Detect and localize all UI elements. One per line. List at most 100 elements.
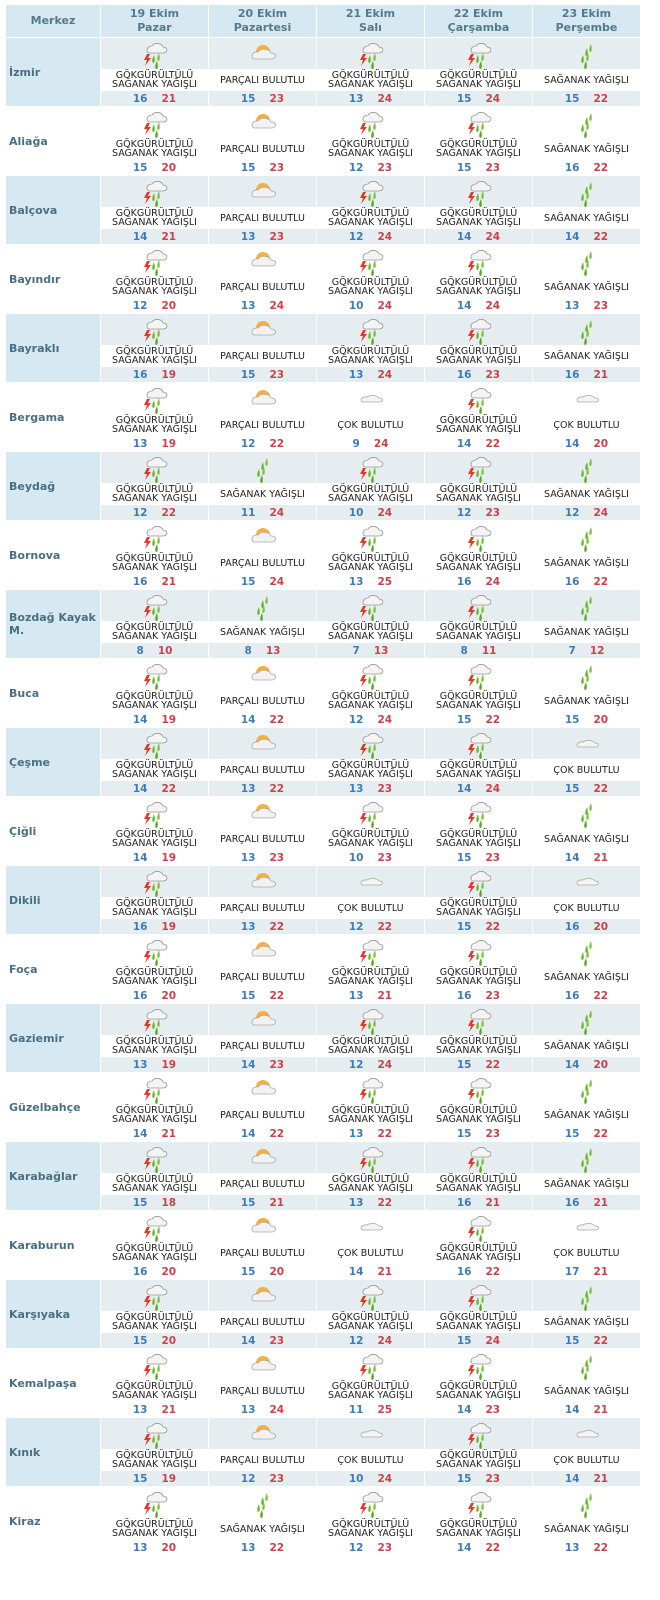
- temp-low: 15: [132, 161, 148, 174]
- partly-cloudy-icon: [251, 320, 276, 335]
- forecast-cell: SAĞANAK YAĞIŞLI 8 13: [209, 590, 316, 658]
- partly-cloudy-icon: [251, 734, 276, 749]
- forecast-cell: SAĞANAK YAĞIŞLI 7 12: [533, 590, 640, 658]
- temp-low: 16: [132, 92, 148, 105]
- forecast-cell: GÖKGÜRÜLTÜLÜ SAĞANAK YAĞIŞLI 7 13: [317, 590, 424, 658]
- table-row: Balçova GÖKGÜRÜLTÜLÜ SAĞANAK YAĞIŞLI 14 2…: [6, 176, 640, 244]
- temp-low: 13: [348, 782, 364, 795]
- temp-high: 23: [269, 851, 285, 864]
- thunder-shower-icon: [143, 1491, 167, 1518]
- temp-low: 8: [244, 644, 252, 657]
- condition-label: GÖKGÜRÜLTÜLÜ SAĞANAK YAĞIŞLI: [425, 345, 532, 367]
- temp-high: 20: [161, 299, 177, 312]
- temp-low: 16: [132, 989, 148, 1002]
- temp-high: 22: [593, 782, 609, 795]
- temp-low: 14: [456, 230, 472, 243]
- temp-high: 24: [485, 299, 501, 312]
- shower-icon: [580, 595, 592, 621]
- cloudy-icon: [576, 394, 599, 402]
- forecast-cell: GÖKGÜRÜLTÜLÜ SAĞANAK YAĞIŞLI 13 25: [317, 521, 424, 589]
- condition-label: GÖKGÜRÜLTÜLÜ SAĞANAK YAĞIŞLI: [425, 966, 532, 988]
- temp-low: 17: [564, 1265, 580, 1278]
- condition-label: SAĞANAK YAĞIŞLI: [533, 276, 640, 298]
- temp-low: 11: [348, 1403, 364, 1416]
- temp-high: 24: [593, 506, 609, 519]
- temp-high: 24: [373, 437, 389, 450]
- partly-cloudy-icon: [251, 1286, 276, 1301]
- forecast-cell: GÖKGÜRÜLTÜLÜ SAĞANAK YAĞIŞLI 13 21: [317, 935, 424, 1003]
- shower-icon: [580, 181, 592, 207]
- shower-icon: [580, 1147, 592, 1173]
- partly-cloudy-icon: [251, 113, 276, 128]
- condition-label: ÇOK BULUTLU: [533, 759, 640, 781]
- thunder-shower-icon: [143, 1008, 167, 1035]
- table-row: Dikili GÖKGÜRÜLTÜLÜ SAĞANAK YAĞIŞLI 16 19…: [6, 866, 640, 934]
- condition-label: GÖKGÜRÜLTÜLÜ SAĞANAK YAĞIŞLI: [317, 690, 424, 712]
- condition-label: GÖKGÜRÜLTÜLÜ SAĞANAK YAĞIŞLI: [101, 1242, 208, 1264]
- forecast-cell: PARÇALI BULUTLU 13 24: [209, 245, 316, 313]
- city-name: Dikili: [6, 866, 100, 934]
- forecast-cell: SAĞANAK YAĞIŞLI 15 22: [533, 1073, 640, 1141]
- forecast-cell: GÖKGÜRÜLTÜLÜ SAĞANAK YAĞIŞLI 13 20: [101, 1487, 208, 1555]
- condition-label: PARÇALI BULUTLU: [209, 1242, 316, 1264]
- condition-label: PARÇALI BULUTLU: [209, 1035, 316, 1057]
- city-name: Kemalpaşa: [9, 1376, 77, 1390]
- forecast-cell: SAĞANAK YAĞIŞLI 14 21: [533, 1349, 640, 1417]
- partly-cloudy-icon: [251, 1148, 276, 1163]
- thunder-shower-icon: [143, 1353, 167, 1380]
- forecast-cell: GÖKGÜRÜLTÜLÜ SAĞANAK YAĞIŞLI 12 24: [317, 1280, 424, 1348]
- condition-label: ÇOK BULUTLU: [317, 897, 424, 919]
- temp-low: 12: [348, 1334, 364, 1347]
- temp-high: 22: [377, 920, 393, 933]
- partly-cloudy-icon: [251, 872, 276, 887]
- forecast-cell: PARÇALI BULUTLU 15 23: [209, 107, 316, 175]
- forecast-cell: GÖKGÜRÜLTÜLÜ SAĞANAK YAĞIŞLI 15 24: [425, 1280, 532, 1348]
- day-date: 22 Ekim: [453, 7, 504, 20]
- temp-low: 12: [348, 230, 364, 243]
- thunder-shower-icon: [359, 1008, 383, 1035]
- temp-low: 13: [564, 1541, 580, 1554]
- table-row: Karşıyaka GÖKGÜRÜLTÜLÜ SAĞANAK YAĞIŞLI 1…: [6, 1280, 640, 1348]
- header-day: 20 Ekim Pazartesi: [209, 5, 316, 37]
- temp-high: 23: [377, 782, 393, 795]
- temp-high: 22: [485, 1541, 501, 1554]
- table-row: Çiğli GÖKGÜRÜLTÜLÜ SAĞANAK YAĞIŞLI 14 19 …: [6, 797, 640, 865]
- condition-label: GÖKGÜRÜLTÜLÜ SAĞANAK YAĞIŞLI: [101, 276, 208, 298]
- forecast-cell: PARÇALI BULUTLU 15 24: [209, 521, 316, 589]
- condition-label: GÖKGÜRÜLTÜLÜ SAĞANAK YAĞIŞLI: [317, 552, 424, 574]
- temp-high: 24: [485, 782, 501, 795]
- temp-high: 20: [593, 713, 609, 726]
- temp-high: 23: [377, 1541, 393, 1554]
- temp-high: 21: [161, 230, 177, 243]
- condition-label: SAĞANAK YAĞIŞLI: [533, 828, 640, 850]
- forecast-cell: GÖKGÜRÜLTÜLÜ SAĞANAK YAĞIŞLI 12 24: [317, 176, 424, 244]
- temp-low: 12: [348, 920, 364, 933]
- temp-high: 22: [269, 1541, 285, 1554]
- day-date: 21 Ekim: [345, 7, 396, 20]
- temp-high: 11: [481, 644, 497, 657]
- temp-low: 15: [456, 920, 472, 933]
- forecast-cell: GÖKGÜRÜLTÜLÜ SAĞANAK YAĞIŞLI 16 23: [425, 314, 532, 382]
- temp-low: 16: [456, 575, 472, 588]
- temp-low: 14: [564, 1472, 580, 1485]
- temp-low: 12: [240, 437, 256, 450]
- forecast-cell: GÖKGÜRÜLTÜLÜ SAĞANAK YAĞIŞLI 16 20: [101, 935, 208, 1003]
- table-row: Karabağlar GÖKGÜRÜLTÜLÜ SAĞANAK YAĞIŞLI …: [6, 1142, 640, 1210]
- condition-label: GÖKGÜRÜLTÜLÜ SAĞANAK YAĞIŞLI: [317, 828, 424, 850]
- city-name: Beydağ: [6, 452, 100, 520]
- temp-low: 11: [240, 506, 256, 519]
- forecast-cell: GÖKGÜRÜLTÜLÜ SAĞANAK YAĞIŞLI 12 23: [317, 1487, 424, 1555]
- temp-high: 23: [485, 161, 501, 174]
- temp-high: 24: [377, 92, 393, 105]
- forecast-cell: ÇOK BULUTLU 16 20: [533, 866, 640, 934]
- forecast-cell: GÖKGÜRÜLTÜLÜ SAĞANAK YAĞIŞLI 15 20: [101, 107, 208, 175]
- condition-label: SAĞANAK YAĞIŞLI: [533, 966, 640, 988]
- temp-low: 12: [348, 161, 364, 174]
- temp-high: 23: [269, 230, 285, 243]
- temp-high: 24: [377, 230, 393, 243]
- condition-label: GÖKGÜRÜLTÜLÜ SAĞANAK YAĞIŞLI: [425, 1518, 532, 1540]
- partly-cloudy-icon: [251, 1424, 276, 1439]
- temp-high: 22: [485, 437, 501, 450]
- forecast-cell: GÖKGÜRÜLTÜLÜ SAĞANAK YAĞIŞLI 14 21: [101, 176, 208, 244]
- temp-low: 13: [240, 299, 256, 312]
